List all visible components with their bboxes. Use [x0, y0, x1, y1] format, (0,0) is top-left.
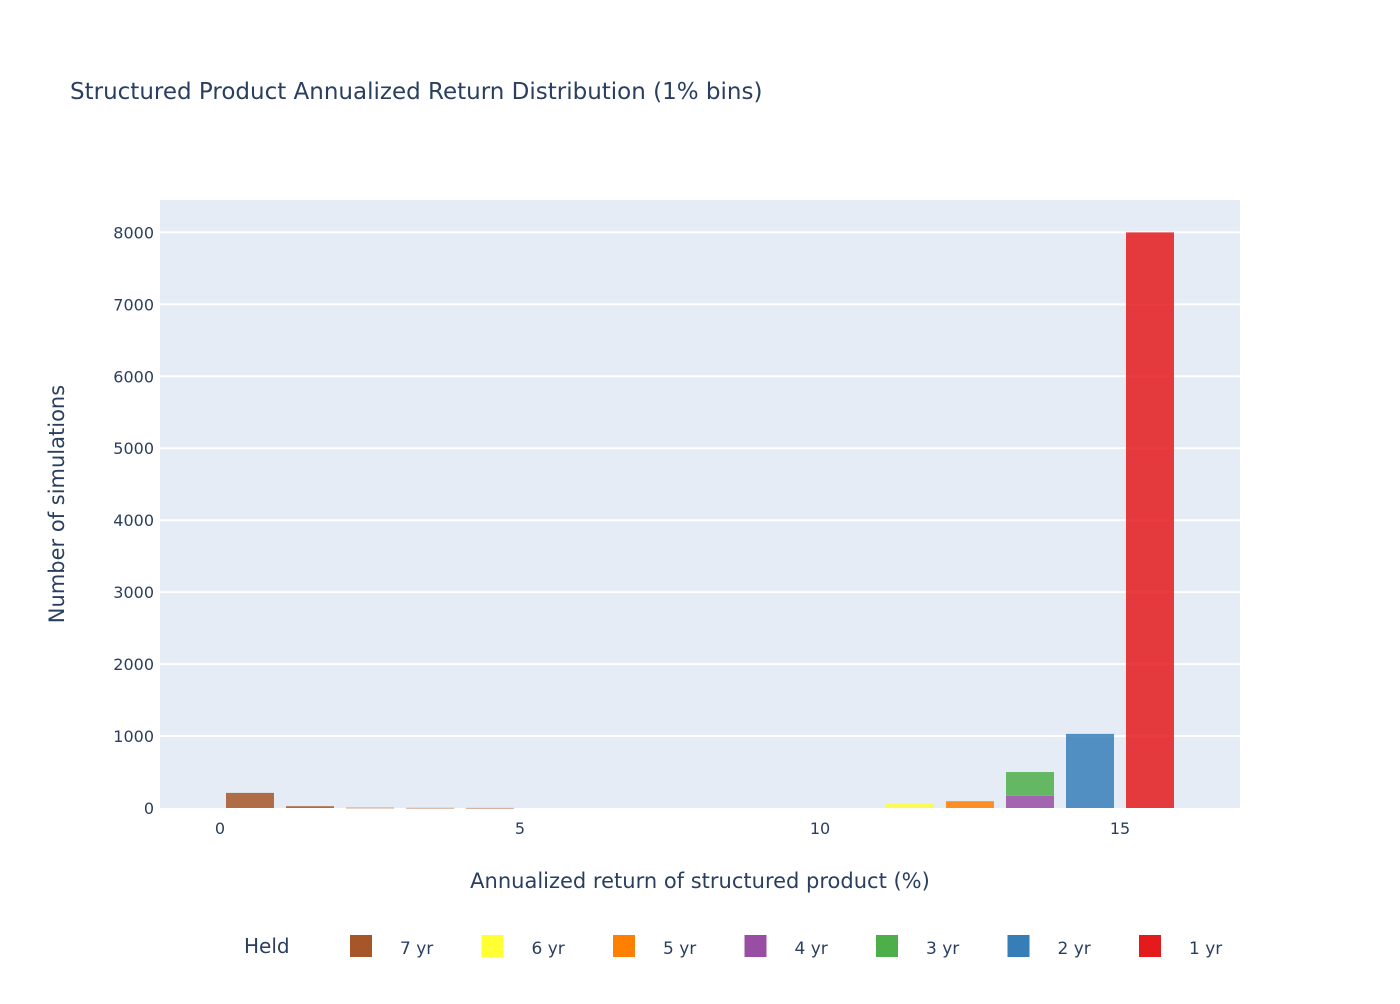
legend-label: 6 yr [532, 939, 565, 959]
bar-1-yr [1126, 232, 1174, 809]
legend-label: 3 yr [926, 939, 959, 959]
x-tick-labels: 0 5 10 15 [215, 819, 1130, 838]
legend-swatch [744, 935, 767, 957]
bar-6-yr [886, 804, 934, 808]
bar-7-yr [226, 792, 274, 808]
bar-2-yr [1066, 733, 1114, 808]
legend-item[interactable]: 2 yr [1007, 935, 1091, 959]
legend-title: Held [244, 934, 290, 958]
legend-swatch [613, 935, 635, 957]
x-tick-label: 5 [515, 819, 525, 838]
y-tick-label: 0 [144, 799, 154, 818]
legend-swatch [1139, 935, 1161, 957]
y-tick-label: 7000 [113, 295, 154, 314]
y-tick-label: 2000 [113, 655, 154, 674]
legend-swatch [1007, 935, 1030, 957]
x-tick-label: 10 [810, 819, 830, 838]
legend-item[interactable]: 3 yr [876, 935, 959, 959]
legend-item[interactable]: 4 yr [744, 935, 828, 959]
bar-4-yr [1006, 795, 1054, 808]
y-tick-labels: 0 1000 2000 3000 4000 5000 6000 7000 8000 [113, 223, 154, 818]
y-tick-label: 5000 [113, 439, 154, 458]
legend-item[interactable]: 6 yr [481, 935, 565, 959]
bar-3-yr [1006, 772, 1054, 796]
y-axis-title: Number of simulations [45, 385, 69, 623]
bar-7-yr [466, 807, 514, 809]
x-tick-label: 0 [215, 819, 225, 838]
legend: 7 yr 6 yr 5 yr 4 yr 3 yr 2 yr 1 yr [350, 935, 1222, 959]
bar-7-yr [346, 807, 394, 809]
bar-layer [226, 232, 1174, 809]
y-tick-label: 6000 [113, 367, 154, 386]
legend-label: 2 yr [1058, 939, 1091, 959]
legend-item[interactable]: 5 yr [613, 935, 696, 959]
legend-label: 5 yr [663, 939, 696, 959]
bar-7-yr [286, 806, 334, 808]
y-tick-label: 8000 [113, 223, 154, 242]
plot-area [160, 200, 1240, 808]
legend-label: 1 yr [1189, 939, 1222, 959]
y-tick-label: 4000 [113, 511, 154, 530]
chart-title: Structured Product Annualized Return Dis… [70, 79, 762, 105]
x-tick-label: 15 [1110, 819, 1130, 838]
y-tick-label: 3000 [113, 583, 154, 602]
x-axis-title: Annualized return of structured product … [470, 869, 930, 893]
bar-5-yr [946, 801, 994, 808]
legend-swatch [481, 935, 504, 957]
y-tick-label: 1000 [113, 727, 154, 746]
legend-label: 7 yr [400, 939, 433, 959]
grid-layer [160, 231, 1240, 738]
legend-item[interactable]: 7 yr [350, 935, 433, 959]
legend-label: 4 yr [795, 939, 828, 959]
bar-7-yr [406, 807, 454, 809]
legend-swatch [350, 935, 372, 957]
legend-item[interactable]: 1 yr [1139, 935, 1222, 959]
legend-swatch [876, 935, 898, 957]
